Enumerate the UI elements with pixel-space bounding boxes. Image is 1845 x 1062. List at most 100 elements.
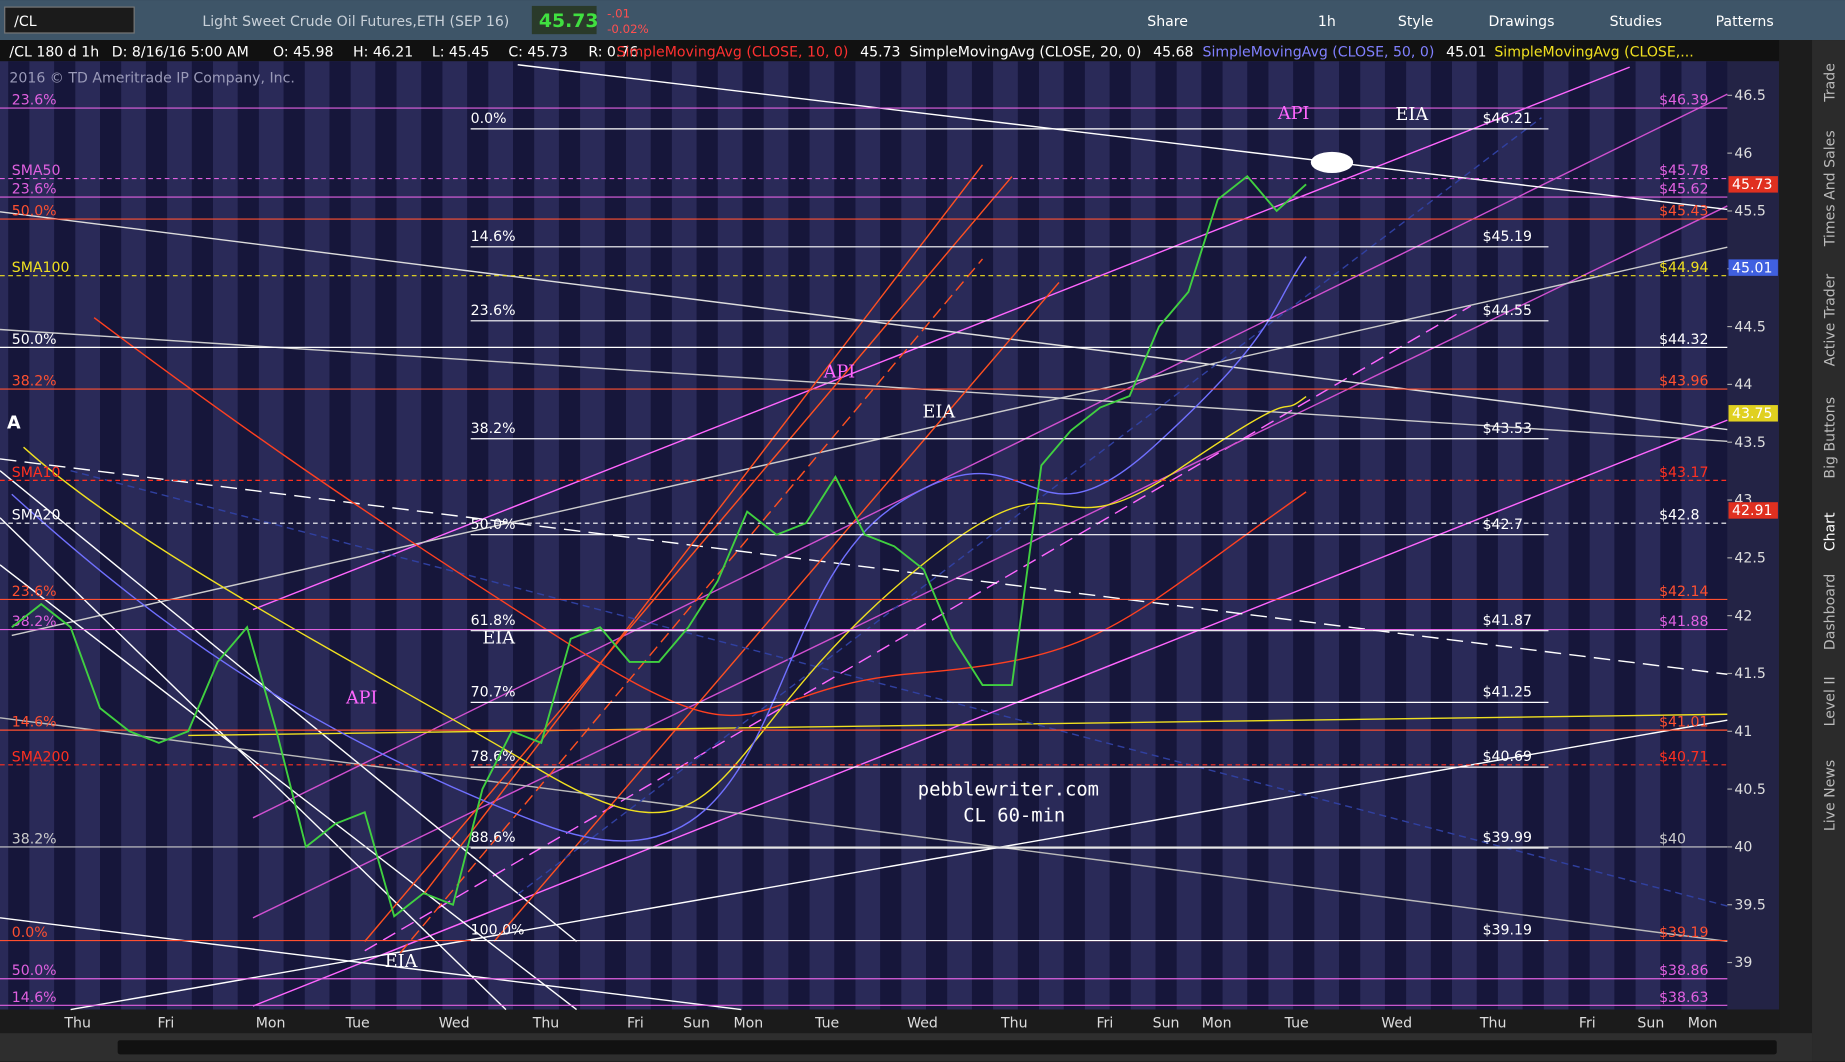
last-box	[531, 5, 597, 35]
annotation: EIA	[385, 952, 418, 972]
level-label: $42.8	[1659, 508, 1699, 524]
session-band	[513, 61, 535, 1010]
side-tab[interactable]: Dashboard	[1822, 574, 1838, 651]
level-label: $45.62	[1659, 182, 1708, 198]
session-band	[191, 61, 213, 1010]
study-name: SimpleMovingAvg (CLOSE,...	[1494, 45, 1693, 61]
fib-pct: 23.6%	[471, 303, 516, 319]
button[interactable]: Drawings	[1488, 14, 1554, 30]
fib-label: $41.25	[1483, 684, 1532, 700]
session-band	[1476, 61, 1498, 1010]
scroll-track[interactable]	[117, 1040, 1777, 1055]
level-note: SMA20	[12, 508, 61, 524]
tick-label: 46	[1734, 146, 1752, 162]
level-label: $44.32	[1659, 332, 1708, 348]
side-tab[interactable]: Times And Sales	[1822, 130, 1838, 247]
header-item: C: 45.73	[508, 45, 567, 61]
level-note: 23.6%	[12, 182, 57, 198]
session-band	[1430, 61, 1452, 1010]
time-axis	[0, 1009, 1780, 1034]
fib-label: $46.21	[1483, 111, 1532, 127]
time-label: Sun	[1153, 1015, 1180, 1031]
button[interactable]: Patterns	[1716, 14, 1774, 30]
level-note: SMA200	[12, 749, 70, 765]
level-note: 38.2%	[12, 373, 57, 389]
description: Light Sweet Crude Oil Futures,ETH (SEP 1…	[202, 14, 509, 30]
level-label: $40.71	[1659, 749, 1708, 765]
time-label: Fri	[627, 1015, 644, 1031]
button[interactable]: Style	[1398, 14, 1433, 30]
watermark: CL 60-min	[963, 805, 1065, 826]
level-label: $41.01	[1659, 715, 1708, 731]
session-band	[880, 61, 902, 1010]
time-label: Mon	[256, 1015, 286, 1031]
tick-label: 41.5	[1734, 666, 1765, 682]
session-band	[1201, 61, 1223, 1010]
button[interactable]: Share	[1147, 14, 1188, 30]
button[interactable]: 1h	[1318, 14, 1336, 30]
tick-label: 46.5	[1734, 88, 1765, 104]
level-label: $38.86	[1659, 963, 1708, 979]
session-band	[971, 61, 994, 1010]
session-band	[1109, 61, 1131, 1010]
last-price: 45.73	[539, 11, 599, 32]
price-line	[11, 174, 1307, 918]
study-value: 45.01	[1446, 45, 1486, 61]
level-note: 38.2%	[12, 831, 57, 847]
level-label: $45.78	[1659, 163, 1708, 179]
header-item: O: 45.98	[273, 45, 334, 61]
annotation: A	[7, 413, 21, 433]
side-tab[interactable]: Trade	[1822, 63, 1838, 103]
level-note: SMA100	[12, 260, 70, 276]
level-note: 14.6%	[12, 715, 57, 731]
side-tab[interactable]: Live News	[1822, 760, 1838, 831]
level-label: $43.96	[1659, 373, 1708, 389]
side-tab[interactable]: Active Trader	[1822, 274, 1838, 367]
time-label: Tue	[1284, 1015, 1309, 1031]
time-label: Mon	[1688, 1015, 1718, 1031]
session-band	[742, 61, 764, 1010]
level-label: $40	[1659, 831, 1686, 847]
tick-label: 44	[1734, 377, 1752, 393]
side-tab[interactable]: Level II	[1822, 676, 1838, 726]
fib-pct: 61.8%	[471, 613, 516, 629]
annotation: EIA	[923, 403, 956, 423]
symbol-box[interactable]	[4, 6, 135, 34]
header-bar	[0, 40, 1780, 62]
level-label: $41.88	[1659, 614, 1708, 630]
fib-label: $41.87	[1483, 613, 1532, 629]
level-label: $39.19	[1659, 925, 1708, 941]
fib-label: $42.7	[1483, 517, 1523, 533]
price-badge	[1728, 502, 1778, 519]
session-band	[1384, 61, 1407, 1010]
level-label: $38.63	[1659, 990, 1708, 1006]
price-badge	[1728, 259, 1778, 276]
header-item: D: 8/16/16 5:00 AM	[112, 45, 249, 61]
time-label: Tue	[814, 1015, 839, 1031]
header-item: /CL 180 d 1h	[9, 45, 99, 61]
study-value: 45.68	[1153, 45, 1193, 61]
time-label: Wed	[439, 1015, 470, 1031]
session-band	[696, 61, 718, 1010]
session-band	[145, 61, 168, 1010]
session-band	[1706, 61, 1728, 1010]
side-tab[interactable]: Big Buttons	[1822, 397, 1838, 479]
level-label: $43.17	[1659, 465, 1708, 481]
header-item: H: 46.21	[353, 45, 413, 61]
fib-label: $39.99	[1483, 830, 1532, 846]
copyright: 2016 © TD Ameritrade IP Company, Inc.	[9, 70, 294, 86]
tick-label: 42.5	[1734, 551, 1765, 567]
annotation: API	[823, 363, 856, 383]
tick-label: 41	[1734, 724, 1752, 740]
time-label: Wed	[1381, 1015, 1412, 1031]
fib-pct: 88.6%	[471, 830, 516, 846]
gutter	[1779, 40, 1813, 1062]
session-band	[1063, 61, 1085, 1010]
session-band	[788, 61, 810, 1010]
fib-label: $40.69	[1483, 749, 1532, 765]
level-note: 14.6%	[12, 990, 57, 1006]
annotation: EIA	[1396, 105, 1429, 125]
button[interactable]: Studies	[1610, 14, 1662, 30]
session-band	[1522, 61, 1544, 1010]
side-tab[interactable]: Chart	[1822, 512, 1838, 551]
